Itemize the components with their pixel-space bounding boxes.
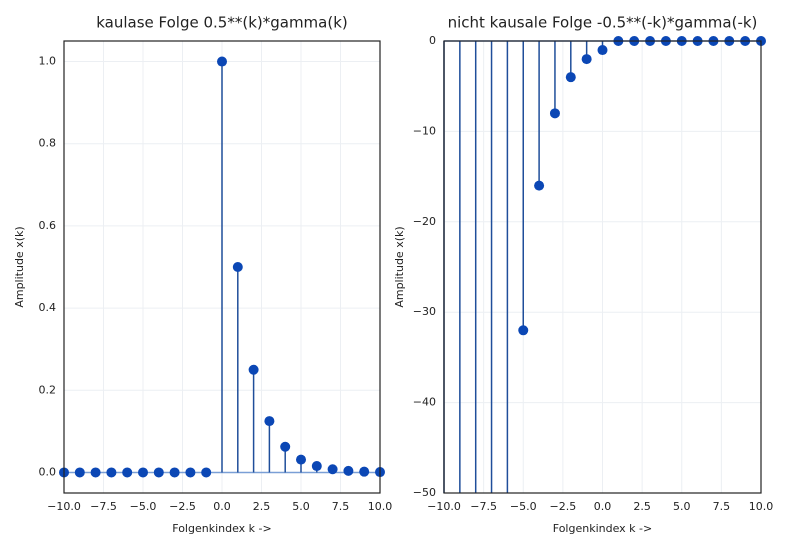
y-axis-label: Amplitude x(k) [393, 226, 406, 307]
x-tick-label: 2.5 [253, 500, 271, 513]
axes-frame [443, 40, 762, 494]
marks [59, 56, 385, 478]
x-tick-label: −10.0 [47, 500, 81, 513]
x-tick-label: −5.0 [510, 500, 537, 513]
marker [106, 467, 117, 478]
x-tick-label: −7.5 [90, 500, 117, 513]
x-axis-label: Folgenkindex k -> [172, 522, 271, 535]
panel: −50 −40 −30 −20 −10 0 −10.0 −7.5 −5.0 −2.5 0.0 2.5 5… [393, 14, 774, 536]
x-tick-label: −5.0 [130, 500, 157, 513]
x-axis-label: Folgenkindex k -> [553, 522, 652, 535]
marker [232, 262, 243, 272]
marker [185, 467, 196, 478]
marker [534, 180, 545, 191]
marker [217, 56, 227, 67]
y-tick-label: 0.6 [39, 219, 57, 232]
y-tick-label: 0.2 [39, 383, 57, 396]
y-tick-label: 0.8 [39, 137, 57, 150]
marker [138, 467, 148, 478]
marker [169, 467, 180, 478]
marker [74, 467, 85, 478]
marker [90, 467, 101, 478]
x-tick-label: 10.0 [749, 500, 774, 513]
x-tick-label: 7.5 [713, 500, 731, 513]
marker [280, 441, 291, 452]
x-tick-label: −10.0 [427, 500, 461, 513]
y-tick-label: −40 [413, 396, 436, 409]
marker [311, 461, 322, 472]
y-tick-label: 0 [429, 34, 436, 47]
x-tick-label: 5.0 [292, 500, 310, 513]
panel: 0.0 0.2 0.4 0.6 0.8 1.0 −10.0 −7.5 −5.0 −2.5 0.0 2.… [13, 14, 392, 536]
marker [296, 454, 306, 465]
x-tick-label: 2.5 [633, 500, 651, 513]
x-tick-label: 0.0 [594, 500, 612, 513]
y-tick-label: −20 [413, 215, 436, 228]
marker [327, 464, 338, 475]
marker [264, 416, 275, 427]
x-tick-label: −2.5 [169, 500, 196, 513]
x-tick-label: −2.5 [550, 500, 577, 513]
marker [518, 325, 529, 336]
marker [597, 45, 608, 56]
x-tick-label: 5.0 [673, 500, 691, 513]
y-tick-label: 0.0 [39, 465, 57, 478]
marker [343, 465, 354, 476]
x-tick-label: 7.5 [332, 500, 350, 513]
marker [581, 54, 592, 65]
x-tick-label: −7.5 [470, 500, 497, 513]
chart-title: kaulase Folge 0.5**(k)*gamma(k) [96, 14, 348, 32]
marker [549, 108, 560, 119]
y-axis-label: Amplitude x(k) [13, 226, 26, 307]
marker [122, 467, 133, 478]
marker [201, 467, 212, 478]
y-tick-label: −10 [413, 124, 436, 137]
y-tick-label: 1.0 [39, 55, 57, 68]
axes-frame [63, 40, 381, 494]
x-tick-label: 10.0 [368, 500, 393, 513]
chart-title: nicht kausale Folge -0.5**(-k)*gamma(-k) [448, 14, 758, 32]
marker [565, 72, 576, 83]
y-tick-label: 0.4 [39, 301, 57, 314]
marker [359, 466, 370, 477]
marker [153, 467, 164, 478]
y-tick-label: −50 [413, 486, 436, 499]
x-tick-label: 0.0 [213, 500, 231, 513]
marker [248, 364, 259, 375]
y-tick-label: −30 [413, 305, 436, 318]
